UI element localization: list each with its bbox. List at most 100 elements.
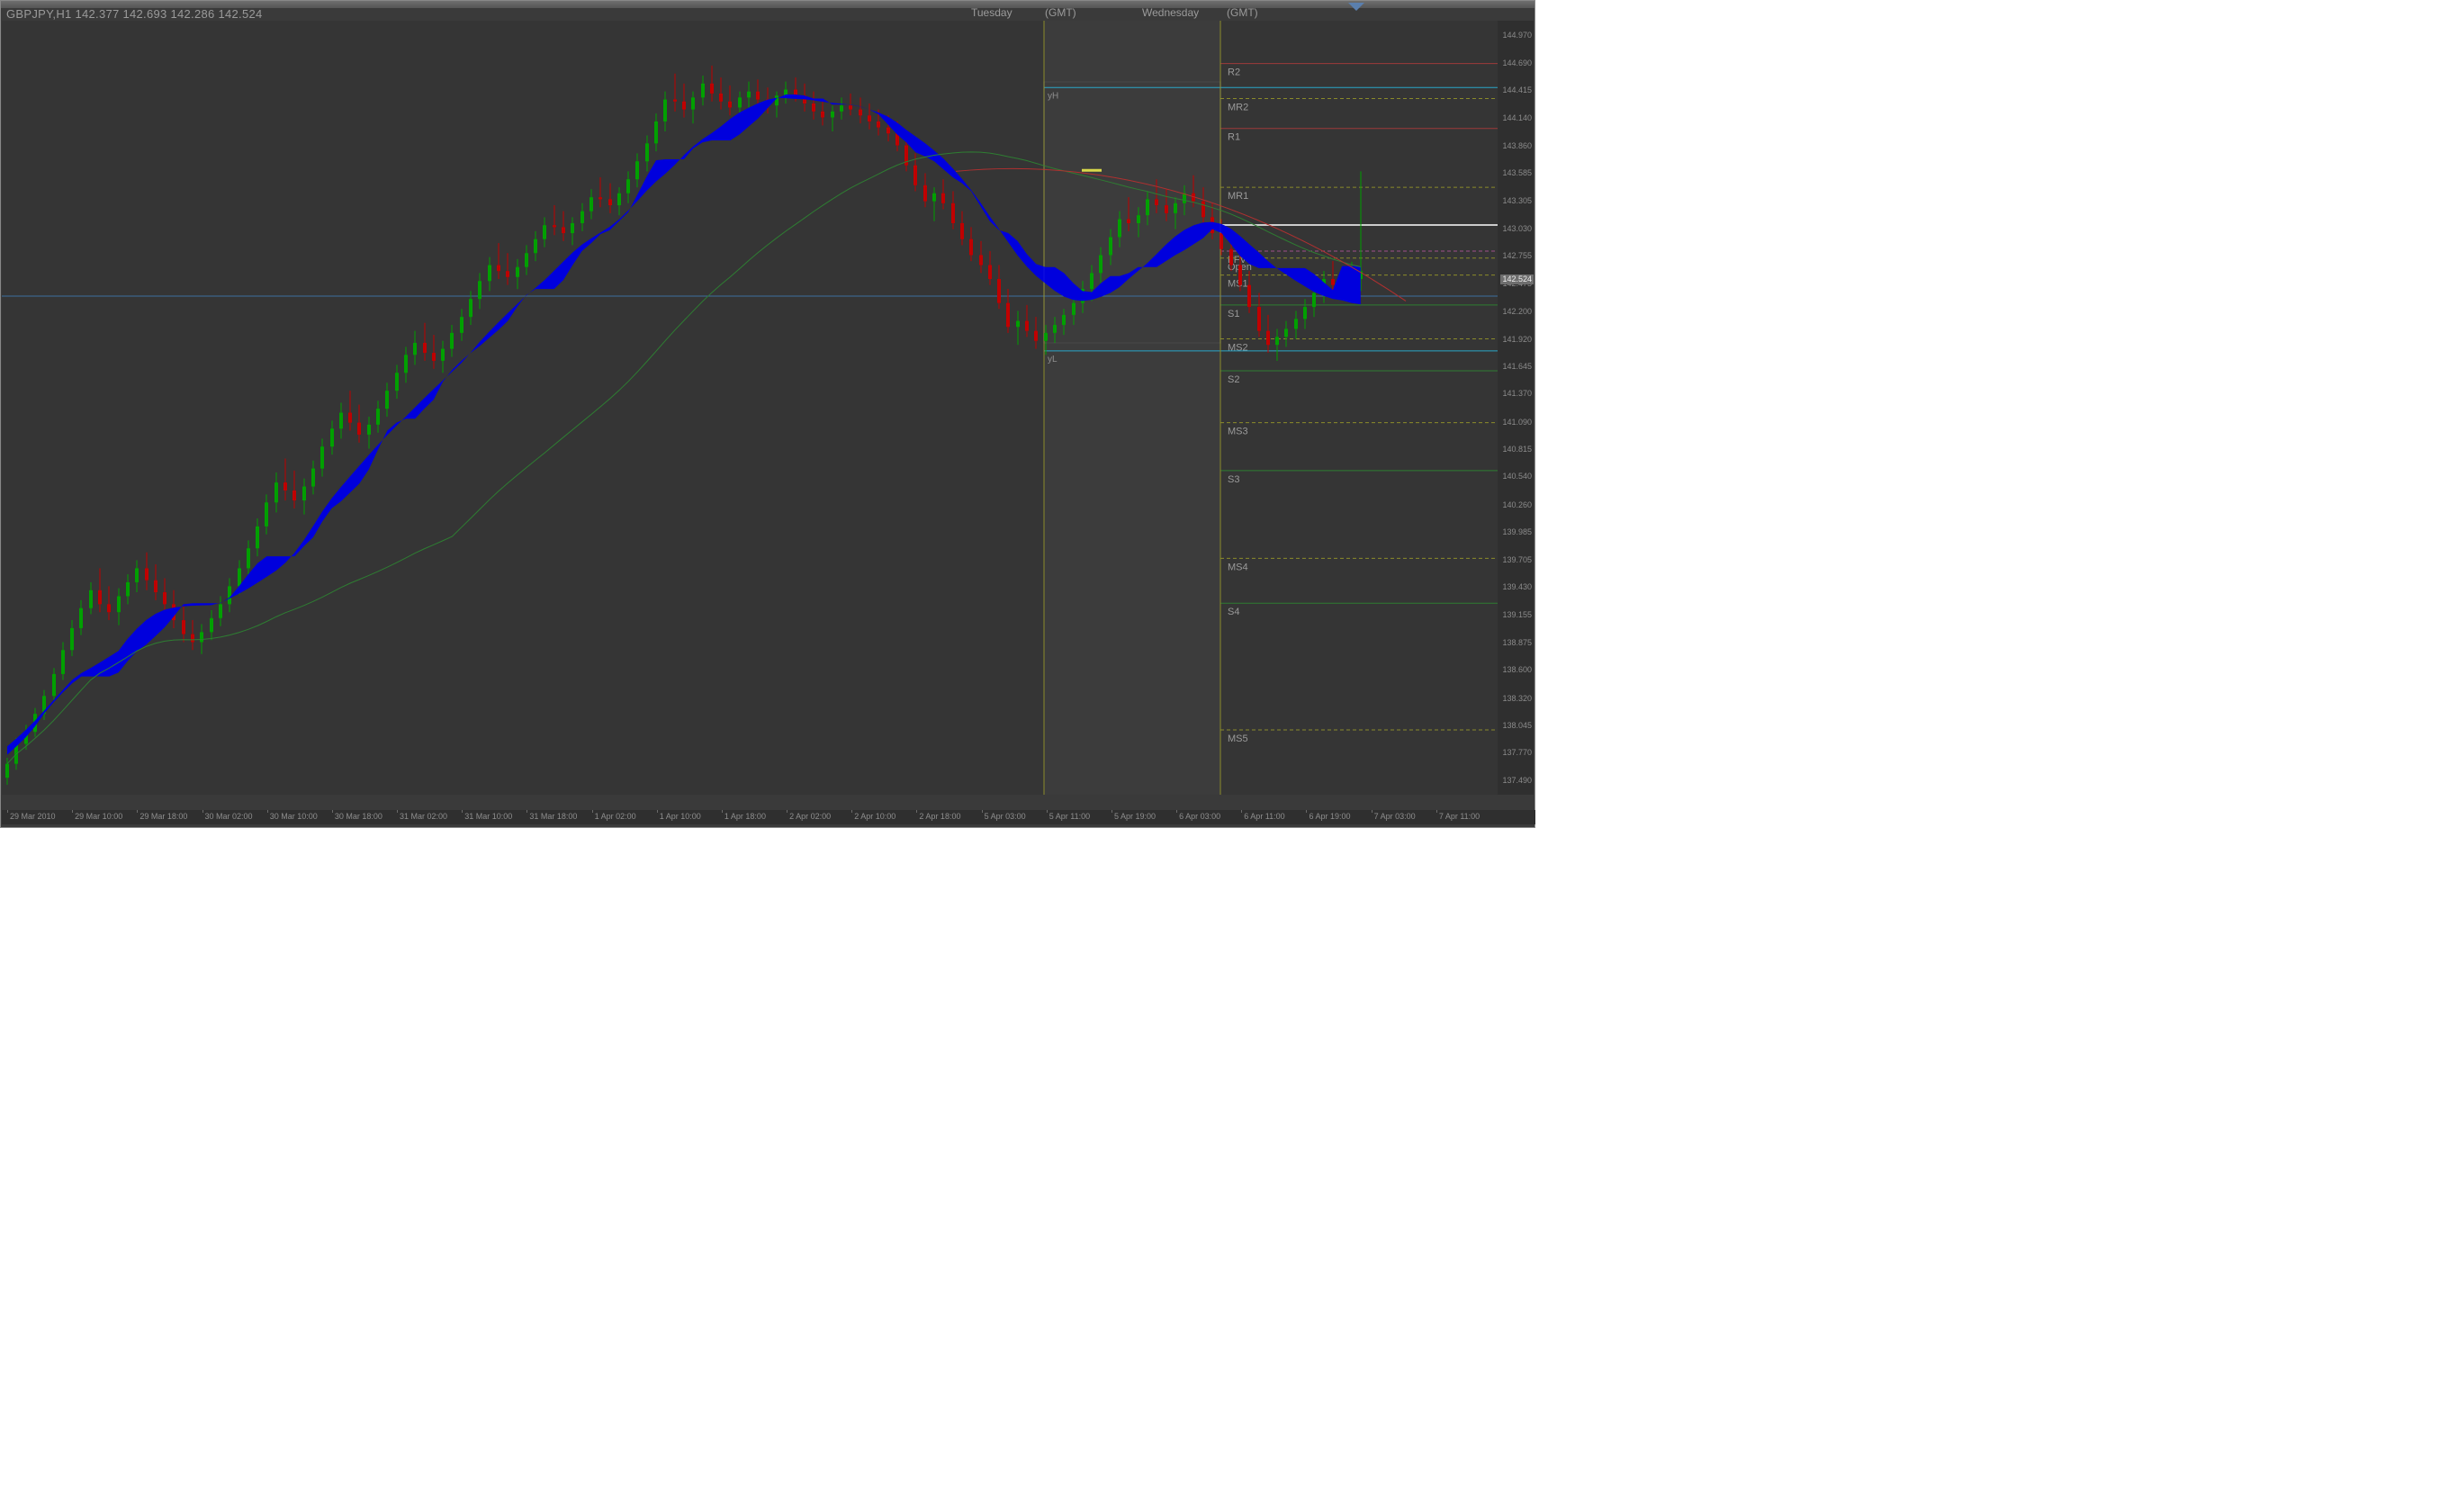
window-title-bar [1, 1, 1534, 8]
price-tick: 139.705 [1502, 555, 1532, 564]
candle-body [525, 253, 528, 267]
time-tick-mark [397, 810, 399, 813]
time-tick-mark [591, 810, 593, 813]
price-tick: 141.645 [1502, 362, 1532, 371]
candle-body [1090, 273, 1094, 290]
chart-canvas: R2 MR2 R1 MR1 FFV Open MS1 S1 MS2 S2 MS3 S3 MS4 S4 MS5… [2, 21, 1499, 795]
candle-body [701, 83, 705, 98]
time-tick-label: 5 Apr 11:00 [1048, 812, 1091, 821]
candle-body [1006, 302, 1010, 328]
candle-body [812, 103, 815, 112]
time-tick-label: 30 Mar 18:00 [334, 812, 382, 821]
candle-body [1284, 328, 1288, 338]
candle-body [265, 502, 268, 526]
candle-body [719, 93, 723, 102]
time-tick-label: 2 Apr 02:00 [789, 812, 832, 821]
time-tick-mark [981, 810, 983, 813]
highlight-box [1043, 81, 1221, 344]
price-tick: 141.370 [1502, 389, 1532, 399]
candle-body [663, 99, 667, 122]
candle-body [775, 95, 778, 106]
pivot-label-MS2: MS2 [1228, 343, 1248, 354]
time-tick-label: 7 Apr 11:00 [1438, 812, 1480, 821]
candle-body [896, 133, 899, 146]
time-tick-label: 1 Apr 18:00 [724, 812, 766, 821]
pivot-label-MR1: MR1 [1228, 191, 1248, 202]
candle-body [859, 109, 862, 116]
time-tick-label: 1 Apr 02:00 [594, 812, 636, 821]
candle-body [172, 604, 176, 621]
pivot-label-MS4: MS4 [1228, 562, 1248, 572]
candle-body [1127, 219, 1130, 223]
metatrader-chart-window[interactable]: GBPJPY,H1 142.377 142.693 142.286 142.52… [0, 0, 1535, 828]
time-tick-label: 6 Apr 03:00 [1179, 812, 1221, 821]
projection-line-red [955, 167, 1407, 302]
pivot-label-S4: S4 [1228, 607, 1239, 617]
candle-body [145, 568, 148, 580]
chart-plot-area[interactable]: R2 MR2 R1 MR1 FFV Open MS1 S1 MS2 S2 MS3 S3 MS4 S4 MS5… [2, 21, 1499, 795]
price-tick: 143.585 [1502, 168, 1532, 177]
candle-body [5, 763, 9, 778]
candle-body [413, 342, 417, 356]
candle-body [831, 111, 834, 118]
time-tick-label: 5 Apr 19:00 [1113, 812, 1156, 821]
price-tick: 139.985 [1502, 526, 1532, 536]
candle-body [89, 590, 93, 608]
candle-body [478, 281, 482, 300]
session-day-label: (GMT) [1045, 6, 1076, 19]
time-tick-mark [656, 810, 658, 813]
candle-body [460, 317, 464, 333]
pivot-label-MS5: MS5 [1228, 734, 1248, 744]
candle-body [1210, 217, 1214, 234]
candle-body [1025, 320, 1029, 331]
candle-body [543, 225, 546, 239]
time-tick-mark [787, 810, 788, 813]
candle-body [1266, 330, 1270, 346]
price-tick: 138.045 [1502, 720, 1532, 730]
candle-body [617, 193, 621, 206]
cyan-label-yH: yH [1048, 91, 1058, 101]
price-tick: 139.155 [1502, 609, 1532, 619]
candle-body [886, 127, 890, 134]
candle-body [1229, 248, 1233, 266]
candle-body [794, 89, 797, 96]
candle-body [182, 620, 185, 634]
candle-body [553, 225, 556, 228]
candle-body [1220, 233, 1223, 249]
candle-body [1137, 215, 1140, 223]
price-axis[interactable]: 144.970 144.690 144.415 144.140 143.860 143.5… [1498, 21, 1534, 795]
candle-body [33, 714, 37, 733]
price-tick: 144.415 [1502, 86, 1532, 95]
time-axis[interactable]: 29 Mar 2010 29 Mar 10:00 29 Mar 18:00 30 Ma… [2, 810, 1535, 824]
pivot-label-Open: Open [1228, 262, 1252, 273]
candle-body [191, 634, 194, 643]
candle-body [960, 222, 964, 239]
time-tick-mark [721, 810, 723, 813]
time-tick-mark [137, 810, 139, 813]
candle-body [107, 604, 111, 613]
time-tick-mark [7, 810, 8, 813]
candle-body [98, 590, 102, 605]
candle-body [1062, 314, 1066, 326]
candle-body [979, 255, 983, 266]
pivot-label-R1: R1 [1228, 132, 1240, 143]
cyan-label-yL: yL [1048, 355, 1058, 364]
price-tick: 138.600 [1502, 665, 1532, 675]
candle-body [571, 222, 574, 234]
time-tick-mark [851, 810, 853, 813]
candle-body [1294, 319, 1298, 329]
candle-body [941, 193, 945, 203]
time-tick-label: 5 Apr 03:00 [984, 812, 1026, 821]
candle-body [1331, 279, 1335, 285]
candle-body [395, 373, 399, 392]
time-tick-label: 1 Apr 10:00 [659, 812, 701, 821]
candle-body [877, 121, 880, 128]
candle-body [590, 197, 593, 212]
candle-body [79, 608, 83, 628]
candle-body [1340, 274, 1344, 285]
time-tick-mark [526, 810, 528, 813]
candle-body [432, 353, 436, 361]
pivot-label-MS3: MS3 [1228, 427, 1248, 437]
candle-body [450, 332, 454, 349]
candle-body [738, 97, 742, 108]
